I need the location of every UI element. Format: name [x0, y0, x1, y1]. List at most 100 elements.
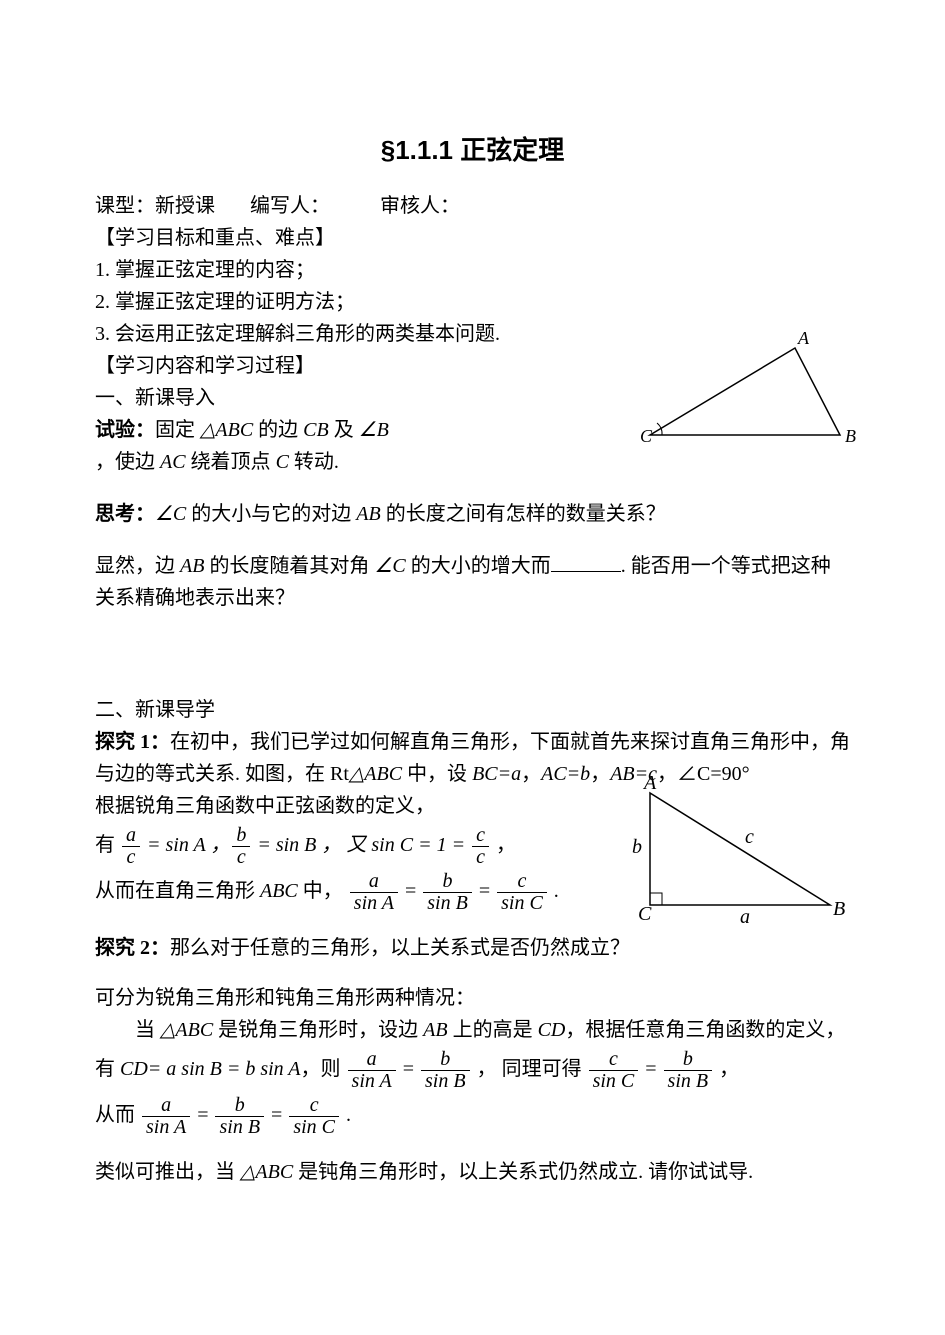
eq1-bc-den: c — [232, 847, 250, 868]
cases-AB: AB — [423, 1019, 447, 1041]
fig2-B: B — [833, 898, 845, 920]
tanjiu1-block: A B C b a c 根据锐角三角函数中正弦函数的定义， 有 ac = sin… — [95, 790, 850, 914]
cases-CD: CD — [538, 1019, 566, 1041]
tj1-bc: BC=a — [472, 763, 521, 785]
eq1-cc-num: c — [472, 825, 489, 847]
final-line: 类似可推出，当 △ABC 是钝角三角形时，以上关系式仍然成立. 请你试试导. — [95, 1156, 850, 1188]
experiment-label: 试验： — [95, 419, 155, 441]
eq2-end: . — [549, 880, 559, 902]
tj1-ac: AC=b — [541, 763, 590, 785]
eq4-f1n: a — [142, 1095, 190, 1117]
eq3-f1: asin A — [348, 1049, 396, 1092]
exp-1b: 的边 — [253, 419, 303, 441]
exp-AC: AC — [160, 451, 186, 473]
goal-2: 2. 掌握正弦定理的证明方法； — [95, 286, 850, 318]
eq3-b: ，则 — [301, 1058, 346, 1080]
cases-b: 当 △ABC 是锐角三角形时，设边 AB 上的高是 CD，根据任意角三角函数的定… — [95, 1014, 850, 1046]
eq1-frac-cc: cc — [472, 825, 489, 868]
eq1-eqsinB: = sin B ， 又 sin C = 1 = — [252, 834, 470, 856]
final-b: 是钝角三角形时，以上关系式仍然成立. 请你试试导. — [293, 1161, 753, 1183]
triangle-figure-1: A B C — [640, 330, 860, 460]
eq3-f2n: b — [421, 1049, 470, 1071]
exp-2c: 转动. — [289, 451, 339, 473]
eq1-bc-num: b — [232, 825, 250, 847]
course-type: 课型：新授课 — [95, 195, 215, 217]
eq2-f2d: sin B — [423, 893, 472, 914]
eq3-f4n: b — [664, 1049, 713, 1071]
eq3-f3d: sin C — [589, 1071, 639, 1092]
eq1-frac-bc: bc — [232, 825, 250, 868]
eq2-f3: csin C — [497, 871, 547, 914]
eq3-eq1: = — [398, 1058, 419, 1080]
eq3-f2: bsin B — [421, 1049, 470, 1092]
tanjiu1-line1: 探究 1：在初中，我们已学过如何解直角三角形，下面就首先来探讨直角三角形中，角 — [95, 726, 850, 758]
triangle-figure-2: A B C b a c — [620, 775, 850, 930]
eq4-f1d: sin A — [142, 1117, 190, 1138]
eq1-end: ， — [491, 834, 516, 856]
cases-b-pre: 当 — [135, 1019, 160, 1041]
eq2-eq1: = — [400, 880, 421, 902]
eq1-cc-den: c — [472, 847, 489, 868]
eq2-eq2: = — [474, 880, 495, 902]
eq3-cd: CD= a sin B = b sin A — [120, 1058, 301, 1080]
exp-tri: △ABC — [200, 419, 253, 441]
reviewer-label: 审核人： — [380, 195, 460, 217]
goal-1: 1. 掌握正弦定理的内容； — [95, 254, 850, 286]
obv-d: . 能否用一个等式把这种 — [621, 555, 831, 577]
eq4-f2d: sin B — [215, 1117, 264, 1138]
tj1-tri: △ABC — [349, 763, 402, 785]
eq4-f3n: c — [289, 1095, 339, 1117]
tj1-comma1: ， — [521, 763, 541, 785]
tanjiu2: 探究 2：那么对于任意的三角形，以上关系式是否仍然成立？ — [95, 932, 850, 964]
eq3-a: 有 — [95, 1058, 120, 1080]
exp-1a: 固定 — [155, 419, 200, 441]
eq3-f4d: sin B — [664, 1071, 713, 1092]
think-c: 的长度之间有怎样的数量关系？ — [381, 503, 666, 525]
eq3-f3n: c — [589, 1049, 639, 1071]
eq2-ABC: ABC — [260, 880, 298, 902]
eq2-a: 从而在直角三角形 — [95, 880, 260, 902]
cases-b-end: ，根据任意角三角函数的定义， — [565, 1019, 845, 1041]
page-title: §1.1.1 正弦定理 — [95, 130, 850, 172]
goals-title: 【学习目标和重点、难点】 — [95, 222, 850, 254]
obv-AB: AB — [180, 555, 204, 577]
eq3-f1d: sin A — [348, 1071, 396, 1092]
fig1-label-B: B — [845, 426, 856, 446]
cases-b-mid2: 上的高是 — [448, 1019, 538, 1041]
think-AB: AB — [356, 503, 380, 525]
eq4: 从而 asin A = bsin B = csin C . — [95, 1092, 850, 1138]
obv-c: 的大小的增大而 — [406, 555, 551, 577]
eq4-f3d: sin C — [289, 1117, 339, 1138]
exp-angleB: ∠B — [359, 419, 389, 441]
eq3: 有 CD= a sin B = b sin A，则 asin A = bsin … — [95, 1046, 850, 1092]
eq2-f3d: sin C — [497, 893, 547, 914]
fig1-label-C: C — [640, 426, 653, 446]
eq3-f1n: a — [348, 1049, 396, 1071]
think-b: 的大小与它的对边 — [186, 503, 356, 525]
eq2-f1d: sin A — [350, 893, 398, 914]
tj1-a: 在初中，我们已学过如何解直角三角形，下面就首先来探讨直角三角形中，角 — [170, 731, 850, 753]
tanjiu2-label: 探究 2： — [95, 937, 170, 959]
eq3-f3: csin C — [589, 1049, 639, 1092]
eq3-f2d: sin B — [421, 1071, 470, 1092]
tj1-b: 与边的等式关系. 如图，在 Rt — [95, 763, 349, 785]
eq4-f2: bsin B — [215, 1095, 264, 1138]
eq1-ac-num: a — [122, 825, 140, 847]
exp-C: C — [276, 451, 289, 473]
fig2-b: b — [632, 836, 642, 858]
eq2-b: 中， — [298, 880, 348, 902]
eq1-ac-den: c — [122, 847, 140, 868]
eq4-f1: asin A — [142, 1095, 190, 1138]
think-angleC: ∠C — [155, 503, 186, 525]
eq1-frac-ac: ac — [122, 825, 140, 868]
exp-2a: ，使边 — [95, 451, 160, 473]
think-line: 思考：∠C 的大小与它的对边 AB 的长度之间有怎样的数量关系？ — [95, 498, 850, 530]
eq1-eqsinA: = sin A ， — [142, 834, 230, 856]
fig2-c: c — [745, 826, 754, 848]
think-label: 思考： — [95, 503, 155, 525]
obv-a: 显然，边 — [95, 555, 180, 577]
cases-a: 可分为锐角三角形和钝角三角形两种情况： — [95, 982, 850, 1014]
obvious-line-1: 显然，边 AB 的长度随着其对角 ∠C 的大小的增大而. 能否用一个等式把这种 — [95, 550, 850, 582]
tj1-comma2: ， — [590, 763, 610, 785]
eq2-f2n: b — [423, 871, 472, 893]
